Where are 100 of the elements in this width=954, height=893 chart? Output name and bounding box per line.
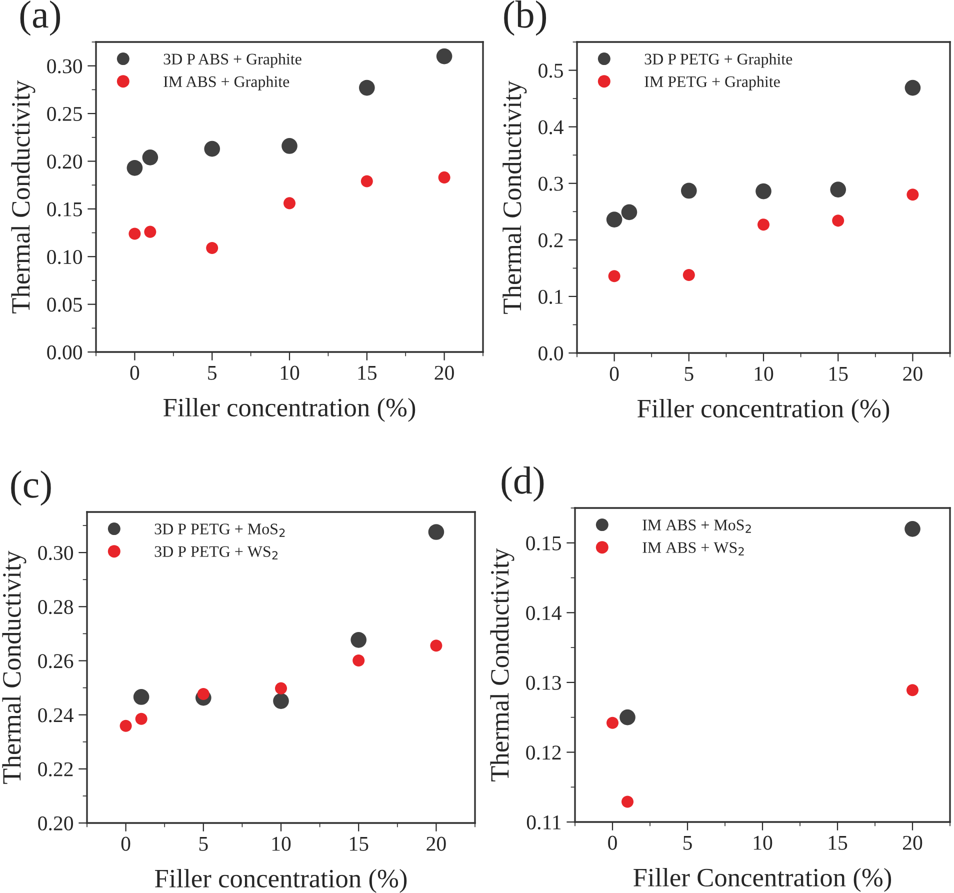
y-tick-label: 0.2 — [538, 233, 563, 248]
x-tick-label: 10 — [754, 366, 774, 381]
y-tick-label: 0.28 — [38, 600, 74, 614]
point — [682, 268, 695, 281]
x-tick-label: 0 — [608, 836, 617, 850]
y-tick-label: 0.5 — [538, 64, 563, 78]
x-tick-label: 15 — [350, 836, 368, 851]
y-tick-label: 0.15 — [47, 202, 82, 216]
chart-title: (c) — [11, 470, 51, 506]
point — [904, 80, 921, 96]
point — [120, 720, 132, 732]
point — [904, 521, 920, 537]
x-tick-label: 10 — [754, 836, 772, 850]
y-tick-label: 0.12 — [526, 746, 561, 760]
x-tick-label: 5 — [684, 836, 692, 850]
point — [428, 524, 444, 540]
y-tick-label: 0.25 — [47, 106, 82, 122]
y-tick-label: 0.20 — [38, 816, 74, 831]
y-tick-label: 0.26 — [38, 654, 74, 668]
legend-label: 3D P ABS + Graphite — [164, 53, 302, 68]
point — [206, 242, 218, 254]
legend-label: 3D P PETG + WS$_{2}$ — [154, 546, 278, 560]
point — [282, 138, 298, 154]
y-tick-label: 0.3 — [538, 176, 563, 191]
point — [283, 197, 296, 210]
point — [350, 632, 367, 648]
y-tick-label: 0.00 — [47, 345, 82, 360]
x-axis-title: Filler concentration (%) — [163, 398, 416, 422]
x-axis-title: Filler concentration (%) — [154, 868, 407, 893]
y-tick-label: 0.24 — [38, 708, 74, 722]
y-axis-title: Thermal Conductivity — [11, 80, 36, 314]
y-tick-label: 0.13 — [526, 676, 561, 690]
y-tick-label: 0.11 — [526, 815, 561, 830]
y-tick-label: 0.20 — [47, 154, 82, 169]
x-tick-label: 5 — [684, 367, 694, 381]
point — [757, 218, 770, 231]
legend-label: 3D P PETG + MoS$_{2}$ — [154, 524, 285, 537]
y-tick-label: 0.4 — [538, 120, 564, 134]
point — [438, 171, 450, 184]
y-tick-label: 0.1 — [538, 290, 563, 304]
legend-label: 3D P PETG + Graphite — [644, 53, 792, 68]
point — [621, 796, 634, 808]
point — [142, 149, 158, 166]
y-tick-label: 0.0 — [538, 346, 564, 361]
x-tick-label: 0 — [130, 366, 140, 380]
point — [126, 160, 143, 176]
y-tick-label: 0.30 — [38, 546, 74, 560]
y-axis-title: Thermal Conductivity — [490, 548, 514, 782]
chart-title: (a) — [20, 0, 60, 36]
x-tick-label: 10 — [272, 836, 291, 851]
y-axis-title: Thermal Conductivity — [2, 550, 26, 784]
x-tick-label: 15 — [358, 366, 377, 380]
x-tick-label: 0 — [121, 836, 130, 851]
y-tick-label: 0.15 — [526, 536, 561, 550]
point — [430, 640, 442, 652]
point — [608, 270, 620, 282]
point — [832, 214, 844, 227]
legend-label: IM ABS + Graphite — [164, 76, 290, 90]
y-tick-label: 0.14 — [526, 606, 562, 620]
point — [135, 712, 148, 725]
x-tick-label: 5 — [208, 366, 216, 380]
x-tick-label: 0 — [610, 366, 619, 381]
x-tick-label: 20 — [903, 836, 922, 850]
x-axis-title: Filler Concentration (%) — [634, 868, 892, 892]
point — [360, 175, 373, 188]
chart-title: (d) — [502, 466, 544, 502]
point — [358, 80, 375, 96]
y-tick-label: 0.05 — [47, 298, 82, 312]
point — [906, 188, 919, 201]
legend-label: IM PETG + Graphite — [644, 76, 780, 90]
y-axis-title: Thermal Conductivity — [502, 80, 527, 314]
y-tick-label: 0.22 — [38, 762, 73, 776]
legend-label: IM ABS + MoS$_{2}$ — [642, 520, 751, 533]
point — [204, 140, 220, 157]
point — [436, 48, 452, 64]
point — [906, 684, 919, 696]
point — [133, 689, 150, 705]
x-tick-label: 20 — [426, 836, 446, 851]
x-tick-label: 15 — [828, 836, 848, 850]
x-tick-label: 5 — [199, 837, 208, 851]
x-tick-label: 15 — [830, 366, 848, 381]
point — [620, 709, 636, 726]
x-tick-label: 20 — [903, 366, 922, 381]
y-tick-label: 0.30 — [47, 59, 82, 74]
x-axis-title: Filler concentration (%) — [637, 398, 890, 423]
chart-title: (b) — [504, 0, 546, 36]
x-tick-label: 10 — [280, 366, 300, 380]
point — [680, 182, 697, 199]
point — [274, 682, 288, 694]
point — [621, 204, 638, 220]
point — [606, 716, 619, 729]
point — [830, 182, 846, 198]
point — [756, 183, 772, 200]
x-tick-label: 20 — [434, 366, 454, 380]
point — [128, 228, 141, 240]
y-tick-label: 0.10 — [47, 250, 82, 264]
point — [352, 654, 365, 666]
point — [606, 212, 622, 228]
legend-label: IM ABS + WS$_{2}$ — [642, 542, 744, 556]
point — [273, 693, 289, 709]
